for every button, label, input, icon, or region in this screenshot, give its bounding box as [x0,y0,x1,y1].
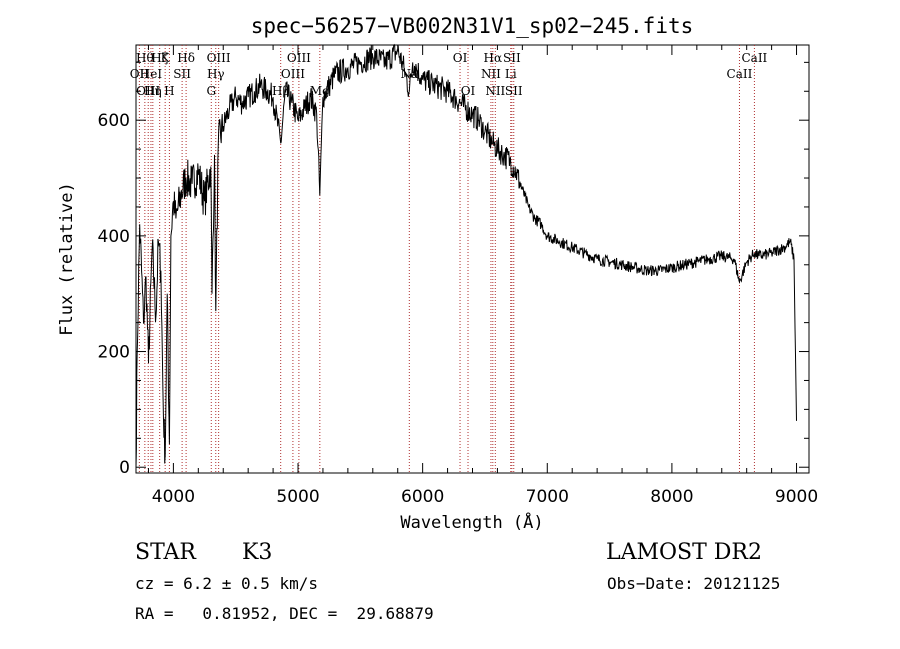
line-marker-label: SII [173,67,191,81]
x-axis-ticks: 4000 5000 6000 7000 8000 9000 [147,45,818,507]
spectrum-line [135,43,797,468]
line-marker-label: OIII [287,51,311,65]
line-marker-label: NII [485,84,505,98]
y-axis-ticks: 0 200 400 600 [98,61,809,478]
line-marker-label: OIII [207,51,231,65]
line-marker-label: H [164,84,174,98]
line-marker-label: G [206,84,216,98]
obs-date: Obs−Date: 20121125 [607,574,781,593]
ra-dec: RA = 0.81952, DEC = 29.68879 [135,604,434,623]
object-class: STAR [135,540,196,565]
line-marker-label: K [161,51,171,65]
x-tick-label: 9000 [775,487,818,507]
x-axis-label: Wavelength (Å) [400,511,543,533]
survey-name: LAMOST DR2 [606,540,762,565]
x-tick-label: 4000 [152,487,195,507]
x-tick-label: 8000 [650,487,693,507]
y-tick-label: 200 [98,343,130,363]
x-tick-label: 5000 [276,487,319,507]
line-marker-label: Hγ [207,67,225,81]
redshift-info: cz = 6.2 ± 0.5 km/s [135,574,319,593]
object-subclass: K3 [242,540,273,565]
line-marker-label: Hη [144,84,162,98]
line-marker-label: HeI [140,67,163,81]
line-marker-label: OI [453,51,468,65]
line-marker-label: Li [505,67,517,81]
line-marker-label: Hθ [136,51,154,65]
line-marker-label: NII [481,67,501,81]
line-marker-label: Hδ [177,51,195,65]
x-tick-label: 7000 [526,487,569,507]
x-tick-label: 6000 [401,487,444,507]
line-marker-label: OIII [281,67,305,81]
line-marker-label: OIII [136,84,160,98]
y-tick-label: 600 [98,111,130,131]
line-markers [138,45,755,473]
line-marker-label: CaII [727,67,753,81]
line-marker-label: SII [505,84,523,98]
line-marker-label: Hα [484,51,503,65]
y-tick-label: 400 [98,227,130,247]
chart-title: spec−56257−VB002N31V1_sp02−245.fits [251,14,694,38]
y-axis-label: Flux (relative) [57,182,77,336]
line-marker-label: Hζ [151,51,168,65]
line-marker-label: CaII [741,51,767,65]
y-tick-label: 0 [119,458,130,478]
line-marker-label: OI [461,84,476,98]
line-marker-label: OII [130,67,150,81]
line-marker-label: SII [503,51,521,65]
